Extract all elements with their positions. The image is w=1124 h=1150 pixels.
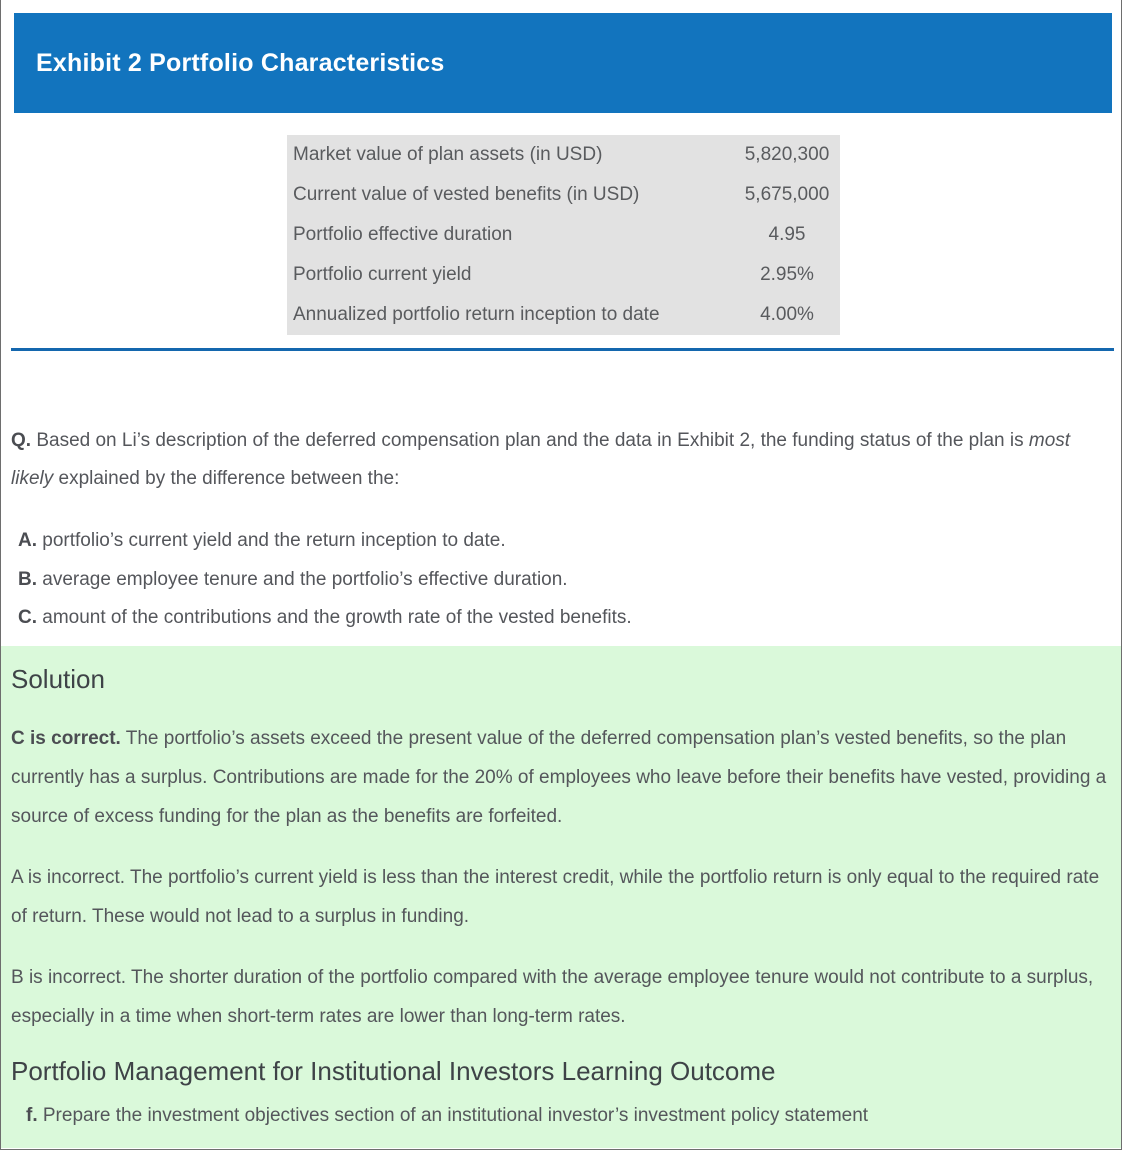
row-label: Portfolio effective duration <box>293 224 513 245</box>
question-body-end: explained by the difference between the: <box>53 468 400 489</box>
section-divider <box>11 348 1114 351</box>
solution-section: Solution C is correct. The portfolio’s a… <box>1 645 1121 1148</box>
row-value: 4.00% <box>760 304 814 325</box>
table-row: Portfolio current yield 2.95% <box>287 255 840 295</box>
exhibit-title: Exhibit 2 Portfolio Characteristics <box>36 48 445 77</box>
solution-title: Solution <box>11 663 105 694</box>
option-a: A. portfolio’s current yield and the ret… <box>11 522 1111 561</box>
question-section: Q. Based on Li’s description of the defe… <box>1 422 1121 638</box>
question-body: Based on Li’s description of the deferre… <box>31 430 1029 451</box>
question-text: Q. Based on Li’s description of the defe… <box>11 422 1111 498</box>
row-value: 5,675,000 <box>744 184 830 205</box>
solution-correct-paragraph: C is correct. The portfolio’s assets exc… <box>11 719 1111 836</box>
option-a-letter: A. <box>18 530 37 551</box>
solution-correct-lead: C is correct. <box>11 727 121 749</box>
solution-correct-text: The portfolio’s assets exceed the presen… <box>11 727 1107 827</box>
option-b-letter: B. <box>18 568 37 590</box>
table-row: Portfolio effective duration 4.95 <box>287 215 840 255</box>
exhibit-table: Market value of plan assets (in USD) 5,8… <box>287 135 840 335</box>
question-emphasis: most likely <box>11 430 1071 489</box>
solution-incorrect-b: B is incorrect. The shorter duration of … <box>11 966 1094 1027</box>
row-label: Market value of plan assets (in USD) <box>293 144 603 165</box>
learning-outcome-title: Portfolio Management for Institutional I… <box>11 1055 776 1086</box>
exhibit-header: Exhibit 2 Portfolio Characteristics <box>14 13 1112 113</box>
row-label: Annualized portfolio return inception to… <box>293 304 660 325</box>
option-c-letter: C. <box>18 607 37 628</box>
option-a-text: portfolio’s current yield and the return… <box>37 530 506 551</box>
option-b: B. average employee tenure and the portf… <box>11 561 1111 600</box>
option-c-text: amount of the contributions and the grow… <box>37 607 632 628</box>
answer-options: A. portfolio’s current yield and the ret… <box>11 522 1111 638</box>
row-label: Portfolio current yield <box>293 264 472 285</box>
row-value: 2.95% <box>760 264 814 285</box>
question-prefix: Q. <box>11 430 32 451</box>
learning-outcome-text: f. Prepare the investment objectives sec… <box>11 1101 1111 1131</box>
option-c: C. amount of the contributions and the g… <box>11 599 1111 638</box>
row-label: Current value of vested benefits (in USD… <box>293 184 640 205</box>
table-row: Market value of plan assets (in USD) 5,8… <box>287 135 840 175</box>
table-row: Current value of vested benefits (in USD… <box>287 175 840 215</box>
row-value: 5,820,300 <box>744 144 830 165</box>
row-value: 4.95 <box>768 224 806 245</box>
learning-outcome-body: Prepare the investment objectives sectio… <box>37 1104 869 1126</box>
learning-outcome-lead: f. <box>26 1104 38 1126</box>
table-row: Annualized portfolio return inception to… <box>287 295 840 335</box>
option-b-text: average employee tenure and the portfoli… <box>37 568 568 590</box>
solution-incorrect-a: A is incorrect. The portfolio’s current … <box>11 866 1100 927</box>
